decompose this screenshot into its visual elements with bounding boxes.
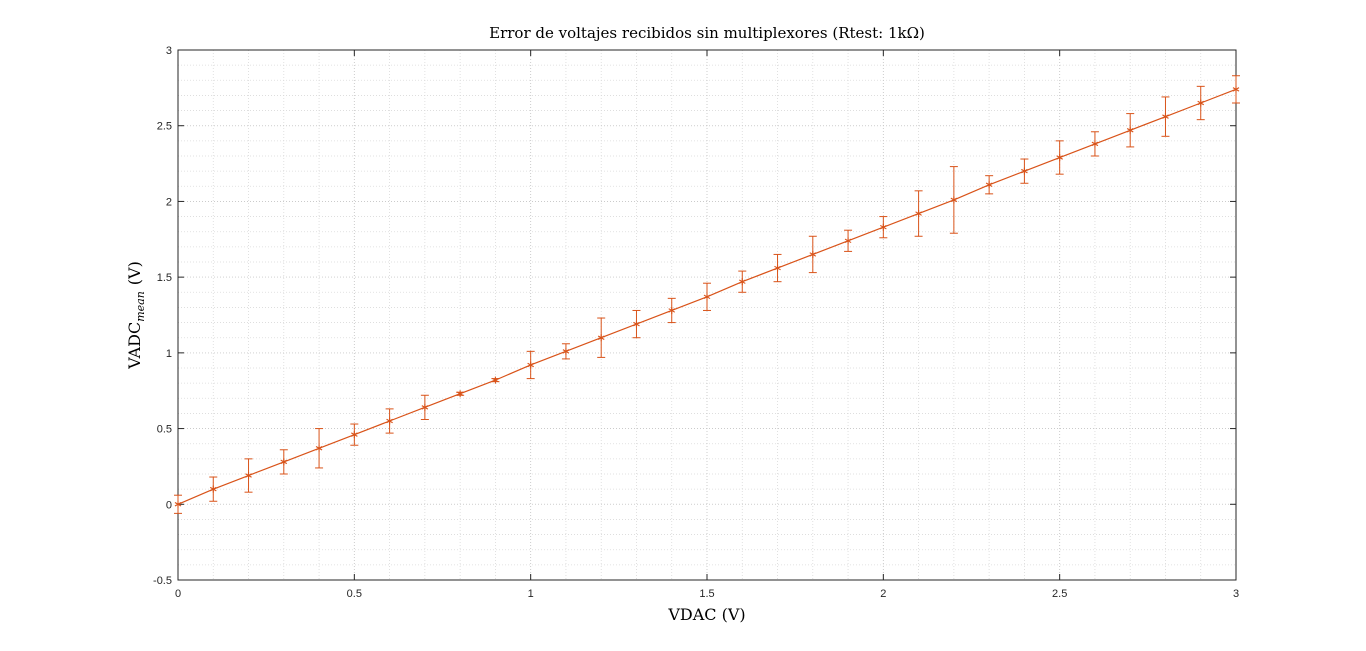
data-point-marker bbox=[915, 210, 922, 218]
y-tick-label: -0.5 bbox=[153, 575, 172, 587]
marker-stroke bbox=[738, 279, 746, 284]
y-tick-label: 1.5 bbox=[157, 272, 172, 284]
data-point-marker bbox=[209, 485, 217, 493]
x-tick-label: 1 bbox=[528, 588, 534, 600]
marker-stroke bbox=[492, 377, 499, 383]
data-point-marker bbox=[844, 237, 852, 245]
data-point-marker bbox=[280, 458, 288, 466]
y-tick-label: 0.5 bbox=[157, 424, 172, 436]
marker-stroke bbox=[174, 502, 182, 507]
marker-stroke bbox=[880, 224, 887, 230]
marker-stroke bbox=[633, 321, 640, 327]
marker-stroke bbox=[456, 391, 464, 396]
marker-stroke bbox=[950, 197, 958, 203]
x-tick-label: 2.5 bbox=[1052, 588, 1067, 600]
data-point-marker bbox=[492, 376, 499, 384]
data-point-marker bbox=[1232, 85, 1240, 93]
marker-stroke bbox=[1232, 87, 1240, 92]
data-point-marker bbox=[809, 250, 817, 258]
marker-stroke bbox=[209, 486, 217, 492]
marker-stroke bbox=[703, 294, 711, 300]
data-point-marker bbox=[738, 278, 746, 286]
series-group bbox=[174, 75, 1240, 514]
marker-stroke bbox=[421, 405, 429, 410]
marker-stroke bbox=[1056, 155, 1063, 160]
marker-stroke bbox=[386, 418, 393, 424]
x-tick-label: 0 bbox=[175, 588, 181, 600]
data-point-marker bbox=[668, 306, 676, 314]
data-point-marker bbox=[880, 223, 887, 231]
marker-stroke bbox=[985, 182, 993, 187]
data-point-marker bbox=[1126, 126, 1134, 134]
data-point-marker bbox=[351, 431, 358, 439]
marker-stroke bbox=[562, 349, 570, 354]
marker-stroke bbox=[809, 252, 817, 257]
axis-ticks bbox=[177, 49, 1237, 581]
data-point-marker bbox=[774, 264, 781, 272]
marker-stroke bbox=[245, 473, 252, 478]
data-point-marker bbox=[456, 390, 464, 398]
x-axis-title: VDAC (V) bbox=[667, 605, 745, 624]
marker-stroke bbox=[1162, 114, 1169, 119]
y-axis-title-main: VADC bbox=[125, 322, 144, 370]
data-point-marker bbox=[1162, 113, 1169, 121]
data-point-marker bbox=[1091, 140, 1099, 148]
y-tick-label: 1 bbox=[166, 348, 172, 360]
y-axis-title: VADCmean (V) bbox=[125, 261, 147, 370]
marker-stroke bbox=[1021, 168, 1028, 174]
chart-title: Error de voltajes recibidos sin multiple… bbox=[489, 24, 925, 42]
marker-stroke bbox=[597, 335, 605, 340]
marker-stroke bbox=[844, 238, 852, 244]
data-point-marker bbox=[386, 417, 393, 425]
x-tick-label: 1.5 bbox=[699, 588, 714, 600]
data-point-marker bbox=[1197, 99, 1205, 107]
marker-stroke bbox=[915, 211, 922, 216]
x-tick-label: 0.5 bbox=[347, 588, 362, 600]
data-point-marker bbox=[985, 181, 993, 189]
data-point-marker bbox=[950, 196, 958, 204]
marker-stroke bbox=[315, 446, 323, 451]
marker-stroke bbox=[280, 459, 288, 465]
marker-stroke bbox=[774, 265, 781, 271]
data-point-marker bbox=[562, 347, 570, 355]
data-point-marker bbox=[1056, 154, 1063, 162]
x-tick-labels: 0 0.5 1 1.5 2 2.5 3 bbox=[175, 588, 1239, 600]
y-tick-label: 0 bbox=[166, 499, 172, 511]
data-point-marker bbox=[703, 293, 711, 301]
y-axis-title-unit: (V) bbox=[125, 261, 144, 285]
data-point-marker bbox=[633, 320, 640, 328]
y-tick-label: 3 bbox=[166, 45, 172, 57]
y-axis-title-sub: mean bbox=[134, 291, 147, 322]
data-point-marker bbox=[315, 444, 323, 452]
data-point-marker bbox=[245, 472, 252, 480]
y-tick-label: 2.5 bbox=[157, 121, 172, 133]
marker-stroke bbox=[668, 308, 676, 313]
data-point-marker bbox=[421, 403, 429, 411]
data-point-marker bbox=[1021, 167, 1028, 175]
marker-stroke bbox=[527, 362, 534, 368]
marker-stroke bbox=[351, 432, 358, 437]
x-tick-label: 3 bbox=[1233, 588, 1239, 600]
data-point-marker bbox=[527, 361, 534, 369]
data-point-marker bbox=[597, 334, 605, 342]
y-tick-labels: -0.5 0 0.5 1 1.5 2 2.5 3 bbox=[153, 45, 172, 587]
marker-stroke bbox=[1197, 100, 1205, 106]
marker-stroke bbox=[1126, 128, 1134, 133]
data-point-marker bbox=[174, 500, 182, 508]
x-tick-label: 2 bbox=[880, 588, 886, 600]
marker-stroke bbox=[1091, 141, 1099, 147]
y-tick-label: 2 bbox=[166, 196, 172, 208]
